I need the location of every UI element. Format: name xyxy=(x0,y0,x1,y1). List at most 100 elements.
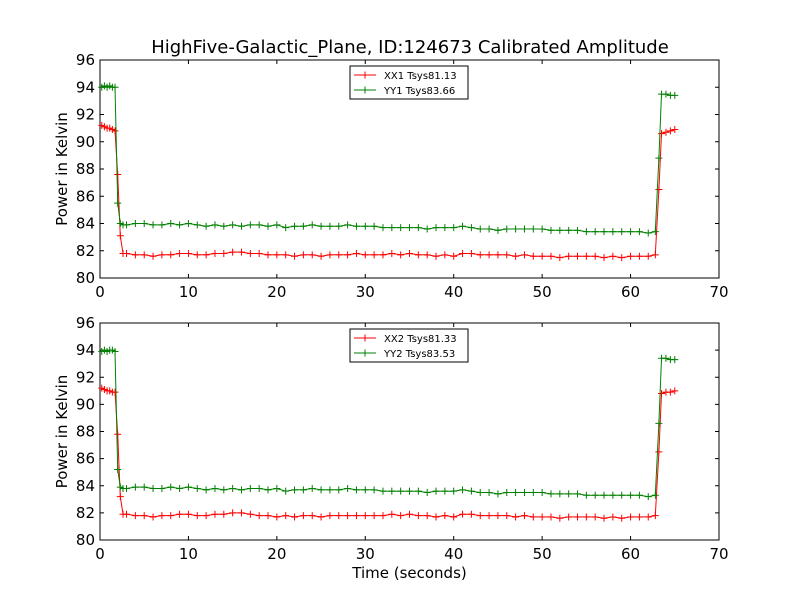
data-point xyxy=(308,512,316,520)
data-point xyxy=(317,252,325,260)
data-point xyxy=(459,486,467,494)
data-point xyxy=(565,513,573,521)
data-point xyxy=(671,125,679,133)
data-point xyxy=(529,252,537,260)
data-point xyxy=(352,249,360,257)
data-point xyxy=(547,490,555,498)
data-point xyxy=(582,491,590,499)
data-point xyxy=(644,513,652,521)
data-point xyxy=(370,251,378,259)
data-point xyxy=(512,225,520,233)
data-point xyxy=(246,484,254,492)
legend: XX2 Tsys81.33 YY2 Tsys83.53 xyxy=(349,328,469,363)
data-point xyxy=(202,486,210,494)
data-point xyxy=(494,490,502,498)
data-point xyxy=(388,487,396,495)
data-point xyxy=(140,512,148,520)
data-point xyxy=(158,512,166,520)
data-point xyxy=(627,513,635,521)
data-point xyxy=(582,228,590,236)
data-point xyxy=(370,222,378,230)
data-point xyxy=(459,222,467,230)
data-point xyxy=(111,127,119,135)
legend-box xyxy=(349,328,469,363)
data-point xyxy=(520,225,528,233)
data-point xyxy=(123,484,131,492)
data-point xyxy=(291,252,299,260)
data-point xyxy=(565,252,573,260)
data-point xyxy=(291,486,299,494)
data-point xyxy=(671,356,679,364)
x-tick-label: 20 xyxy=(267,545,286,563)
data-point xyxy=(397,251,405,259)
y-tick-label: 96 xyxy=(76,314,95,332)
data-point xyxy=(344,512,352,520)
data-point xyxy=(450,513,458,521)
data-point xyxy=(556,254,564,262)
data-point xyxy=(651,251,659,259)
data-point xyxy=(520,489,528,497)
data-point xyxy=(627,252,635,260)
data-point xyxy=(635,228,643,236)
data-point xyxy=(184,483,192,491)
data-point xyxy=(335,251,343,259)
data-point xyxy=(202,251,210,259)
data-point xyxy=(441,487,449,495)
x-tick-label: 0 xyxy=(95,283,105,301)
series-1 xyxy=(98,384,679,522)
data-point xyxy=(565,226,573,234)
data-point xyxy=(193,484,201,492)
data-point xyxy=(131,483,139,491)
y-tick-label: 80 xyxy=(76,269,95,287)
data-point xyxy=(600,514,608,522)
data-point xyxy=(441,512,449,520)
data-point xyxy=(264,251,272,259)
data-point xyxy=(591,513,599,521)
data-point xyxy=(494,226,502,234)
data-point xyxy=(591,228,599,236)
data-point xyxy=(494,512,502,520)
data-point xyxy=(655,448,663,456)
data-point xyxy=(503,251,511,259)
legend-box xyxy=(349,65,469,100)
data-point xyxy=(618,491,626,499)
data-point xyxy=(574,513,582,521)
data-point xyxy=(317,486,325,494)
x-tick-label: 50 xyxy=(533,283,552,301)
data-point xyxy=(414,512,422,520)
data-point xyxy=(361,486,369,494)
data-point xyxy=(651,228,659,236)
series-2 xyxy=(98,346,679,501)
x-tick-label: 70 xyxy=(709,545,728,563)
data-point xyxy=(229,509,237,517)
data-point xyxy=(627,228,635,236)
y-tick-label: 94 xyxy=(76,78,95,96)
data-point xyxy=(273,251,281,259)
data-point xyxy=(644,252,652,260)
data-point xyxy=(140,251,148,259)
data-point xyxy=(308,484,316,492)
y-tick-label: 88 xyxy=(76,160,95,178)
data-point xyxy=(282,512,290,520)
data-point xyxy=(335,222,343,230)
data-point xyxy=(184,220,192,227)
data-point xyxy=(149,484,157,492)
y-axis-label: Power in Kelvin xyxy=(53,375,71,489)
data-point xyxy=(335,486,343,494)
data-point xyxy=(246,249,254,257)
data-point xyxy=(467,510,475,518)
legend-label: YY2 Tsys83.53 xyxy=(383,349,455,360)
data-point xyxy=(485,489,493,497)
data-point xyxy=(370,486,378,494)
data-point xyxy=(264,486,272,494)
data-point xyxy=(299,486,307,494)
data-point xyxy=(406,510,413,518)
data-point xyxy=(361,512,369,520)
data-point xyxy=(291,513,299,521)
data-point xyxy=(273,513,281,521)
data-point xyxy=(246,510,254,518)
data-point xyxy=(503,225,511,233)
data-point xyxy=(326,251,334,259)
data-point xyxy=(317,513,325,521)
x-tick-label: 30 xyxy=(356,545,375,563)
